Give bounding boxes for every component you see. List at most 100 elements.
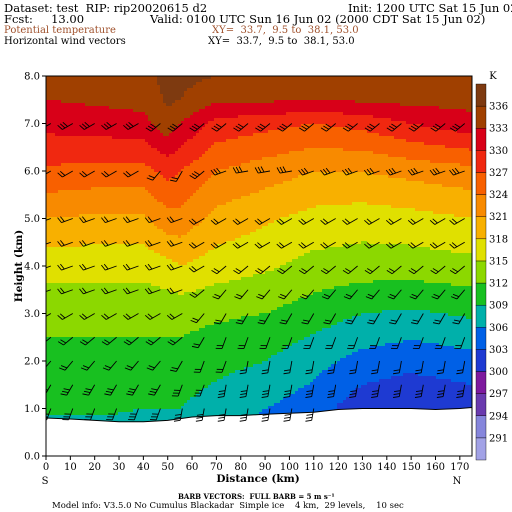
theta-cell	[100, 181, 104, 185]
theta-cell	[130, 94, 134, 98]
theta-cell	[118, 214, 122, 218]
theta-cell	[88, 223, 92, 227]
theta-cell	[148, 346, 152, 350]
theta-cell	[85, 376, 89, 380]
theta-cell	[70, 253, 74, 257]
theta-cell	[112, 295, 116, 299]
theta-cell	[151, 139, 155, 143]
theta-cell	[139, 232, 143, 236]
theta-cell	[148, 208, 152, 212]
theta-cell	[157, 370, 161, 374]
theta-cell	[79, 382, 83, 386]
theta-cell	[61, 205, 65, 209]
theta-cell	[148, 214, 152, 218]
theta-cell	[70, 175, 74, 179]
theta-cell	[118, 364, 122, 368]
theta-cell	[142, 133, 146, 137]
theta-cell	[109, 196, 113, 200]
theta-cell	[67, 190, 71, 194]
theta-cell	[82, 277, 86, 281]
theta-cell	[46, 127, 50, 131]
theta-cell	[118, 211, 122, 215]
theta-cell	[88, 244, 92, 248]
theta-cell	[58, 256, 62, 260]
theta-cell	[151, 346, 155, 350]
theta-cell	[52, 181, 56, 185]
theta-cell	[97, 337, 101, 341]
theta-cell	[145, 184, 149, 188]
theta-cell	[76, 325, 80, 329]
theta-cell	[148, 343, 152, 347]
theta-cell	[76, 76, 80, 80]
theta-cell	[46, 316, 50, 320]
theta-cell	[67, 286, 71, 290]
theta-cell	[139, 109, 143, 113]
theta-cell	[70, 214, 74, 218]
theta-cell	[154, 148, 158, 152]
theta-cell	[64, 268, 68, 272]
theta-cell	[70, 391, 74, 395]
theta-cell	[112, 331, 116, 335]
theta-cell	[52, 154, 56, 158]
theta-cell	[160, 250, 164, 254]
theta-cell	[67, 154, 71, 158]
theta-cell	[76, 169, 80, 173]
theta-cell	[67, 358, 71, 362]
theta-cell	[160, 319, 164, 323]
theta-cell	[109, 310, 113, 314]
theta-cell	[52, 325, 56, 329]
theta-cell	[46, 268, 50, 272]
theta-cell	[145, 190, 149, 194]
theta-cell	[76, 118, 80, 122]
theta-cell	[85, 187, 89, 191]
theta-cell	[82, 112, 86, 116]
theta-cell	[142, 400, 146, 404]
theta-cell	[64, 163, 68, 167]
theta-cell	[82, 334, 86, 338]
theta-cell	[79, 199, 83, 203]
theta-cell	[121, 271, 125, 275]
theta-cell	[52, 367, 56, 371]
theta-cell	[52, 298, 56, 302]
theta-cell	[85, 256, 89, 260]
theta-cell	[106, 409, 110, 413]
theta-cell	[124, 169, 128, 173]
theta-cell	[145, 223, 149, 227]
theta-cell	[82, 385, 86, 389]
theta-cell	[148, 322, 152, 326]
theta-cell	[76, 406, 80, 410]
theta-cell	[109, 322, 113, 326]
theta-cell	[151, 397, 155, 401]
theta-cell	[61, 247, 65, 251]
theta-cell	[73, 232, 77, 236]
theta-cell	[103, 310, 107, 314]
theta-cell	[49, 223, 53, 227]
theta-cell	[67, 292, 71, 296]
theta-cell	[85, 286, 89, 290]
theta-cell	[82, 361, 86, 365]
theta-cell	[112, 124, 116, 128]
theta-cell	[64, 154, 68, 158]
theta-cell	[94, 313, 98, 317]
theta-cell	[88, 253, 92, 257]
theta-cell	[100, 418, 104, 422]
theta-cell	[76, 232, 80, 236]
theta-cell	[73, 397, 77, 401]
theta-cell	[103, 352, 107, 356]
theta-cell	[139, 283, 143, 287]
theta-cell	[115, 340, 119, 344]
theta-cell	[79, 352, 83, 356]
theta-cell	[106, 139, 110, 143]
theta-cell	[91, 346, 95, 350]
theta-cell	[76, 343, 80, 347]
theta-cell	[118, 340, 122, 344]
theta-cell	[67, 370, 71, 374]
theta-cell	[151, 382, 155, 386]
theta-cell	[61, 100, 65, 104]
theta-cell	[124, 184, 128, 188]
theta-cell	[94, 295, 98, 299]
theta-cell	[145, 316, 149, 320]
theta-cell	[115, 274, 119, 278]
theta-cell	[121, 415, 125, 419]
theta-cell	[64, 334, 68, 338]
